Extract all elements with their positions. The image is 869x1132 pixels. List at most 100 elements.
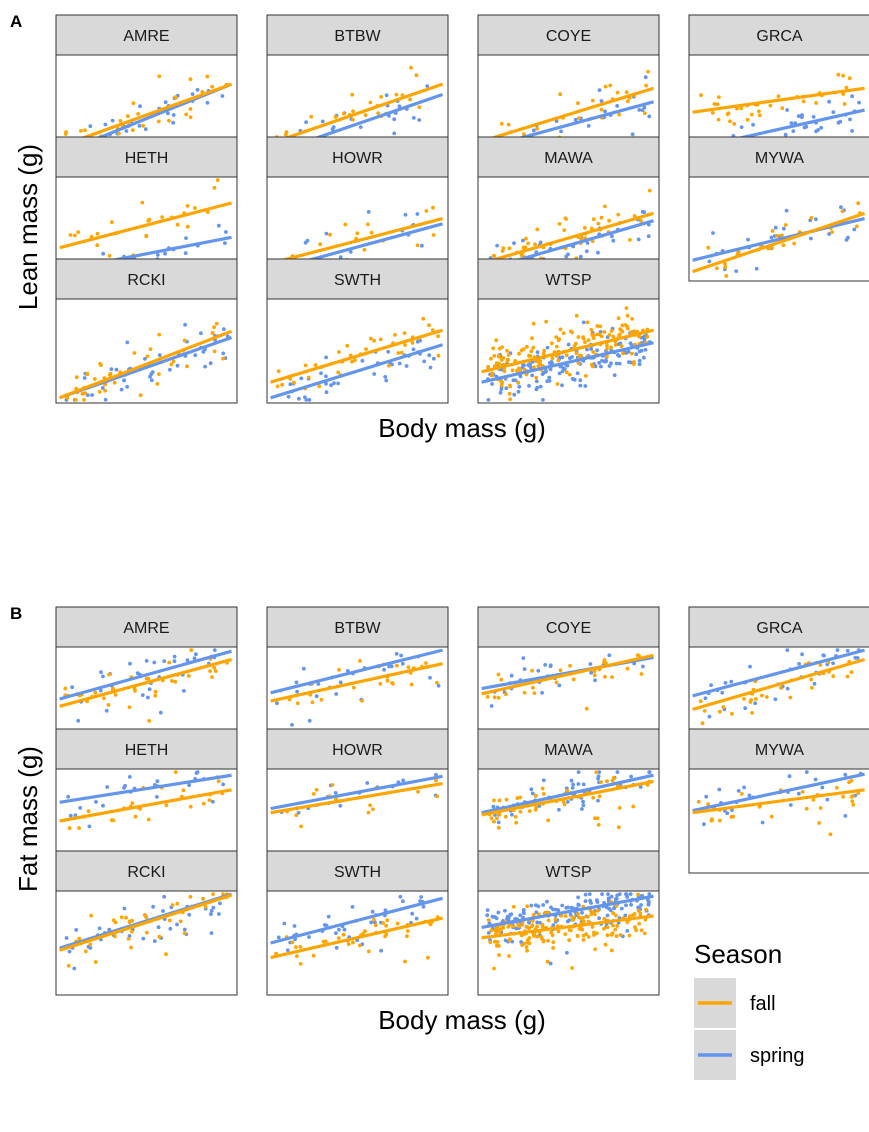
data-point (351, 117, 355, 122)
data-point (624, 903, 628, 908)
data-point (825, 797, 830, 802)
data-point (597, 794, 602, 799)
data-point (119, 387, 124, 392)
data-point (521, 363, 525, 367)
data-point (144, 930, 149, 935)
data-point (178, 919, 183, 924)
data-point (595, 816, 600, 821)
data-point (549, 341, 554, 346)
data-point (76, 718, 81, 723)
data-point (427, 353, 432, 358)
data-point (609, 948, 614, 953)
data-point (324, 381, 328, 386)
data-point (415, 243, 420, 248)
data-point (631, 804, 636, 809)
facet-strip (477, 850, 660, 892)
data-point (821, 653, 826, 658)
data-point (589, 901, 593, 905)
data-point (505, 917, 509, 921)
data-point (363, 113, 368, 117)
data-point (490, 382, 494, 386)
data-point (518, 795, 523, 800)
data-point (577, 915, 581, 920)
data-point (535, 350, 540, 354)
data-point (93, 960, 98, 964)
data-point (183, 322, 188, 327)
data-point (848, 117, 852, 122)
data-point (324, 923, 329, 928)
data-point (609, 933, 614, 937)
data-point (124, 129, 129, 133)
data-point (502, 369, 507, 374)
data-point (396, 351, 401, 355)
data-point (210, 84, 215, 89)
data-point (717, 95, 721, 99)
data-point (128, 661, 132, 666)
facet-strip (266, 136, 449, 178)
data-point (185, 204, 190, 208)
data-points (64, 321, 230, 402)
data-point (811, 115, 816, 119)
data-point (535, 126, 539, 131)
data-point (173, 770, 178, 774)
data-point (492, 354, 497, 358)
data-point (394, 92, 399, 97)
data-point (591, 350, 596, 354)
facet-strip (266, 606, 449, 648)
data-point (496, 696, 501, 700)
data-point (636, 892, 640, 897)
data-point (295, 689, 299, 694)
data-point (835, 648, 840, 652)
data-point (639, 348, 644, 353)
data-point (540, 786, 545, 791)
data-point (127, 775, 132, 779)
data-point (852, 227, 857, 232)
data-point (530, 791, 535, 796)
data-point (611, 911, 616, 916)
data-point (814, 101, 818, 105)
facet-plot-area (55, 298, 238, 404)
data-point (748, 664, 752, 669)
data-point (224, 230, 228, 234)
data-point (632, 329, 637, 334)
data-point (517, 924, 521, 929)
data-point (332, 381, 336, 386)
data-point (558, 327, 563, 332)
data-point (706, 245, 711, 250)
facet-label: MYWA (755, 742, 805, 759)
data-point (589, 670, 594, 675)
data-point (597, 770, 602, 774)
data-point (548, 961, 553, 966)
data-point (531, 128, 536, 133)
facet-label: AMRE (123, 620, 169, 637)
data-point (746, 237, 750, 242)
data-point (535, 227, 540, 232)
data-point (760, 693, 764, 698)
data-point (351, 940, 355, 945)
data-point (497, 798, 502, 803)
data-point (781, 243, 786, 248)
data-point (74, 375, 79, 380)
data-point (285, 948, 290, 953)
data-point (617, 112, 621, 117)
data-point (788, 803, 793, 807)
data-point (336, 381, 340, 386)
data-point (783, 132, 788, 137)
fit-line-spring (59, 649, 232, 701)
data-point (385, 678, 390, 683)
data-point (618, 933, 623, 937)
data-point (369, 920, 373, 925)
data-point (560, 369, 565, 374)
data-point (721, 705, 726, 709)
data-point (210, 331, 215, 335)
data-point (98, 688, 103, 693)
data-point (599, 364, 603, 369)
data-point (110, 118, 115, 123)
data-point (827, 232, 831, 236)
data-point (516, 389, 521, 394)
data-point (212, 349, 217, 354)
data-point (85, 372, 90, 377)
data-point (87, 824, 92, 829)
data-point (105, 785, 110, 789)
data-point (624, 351, 629, 355)
